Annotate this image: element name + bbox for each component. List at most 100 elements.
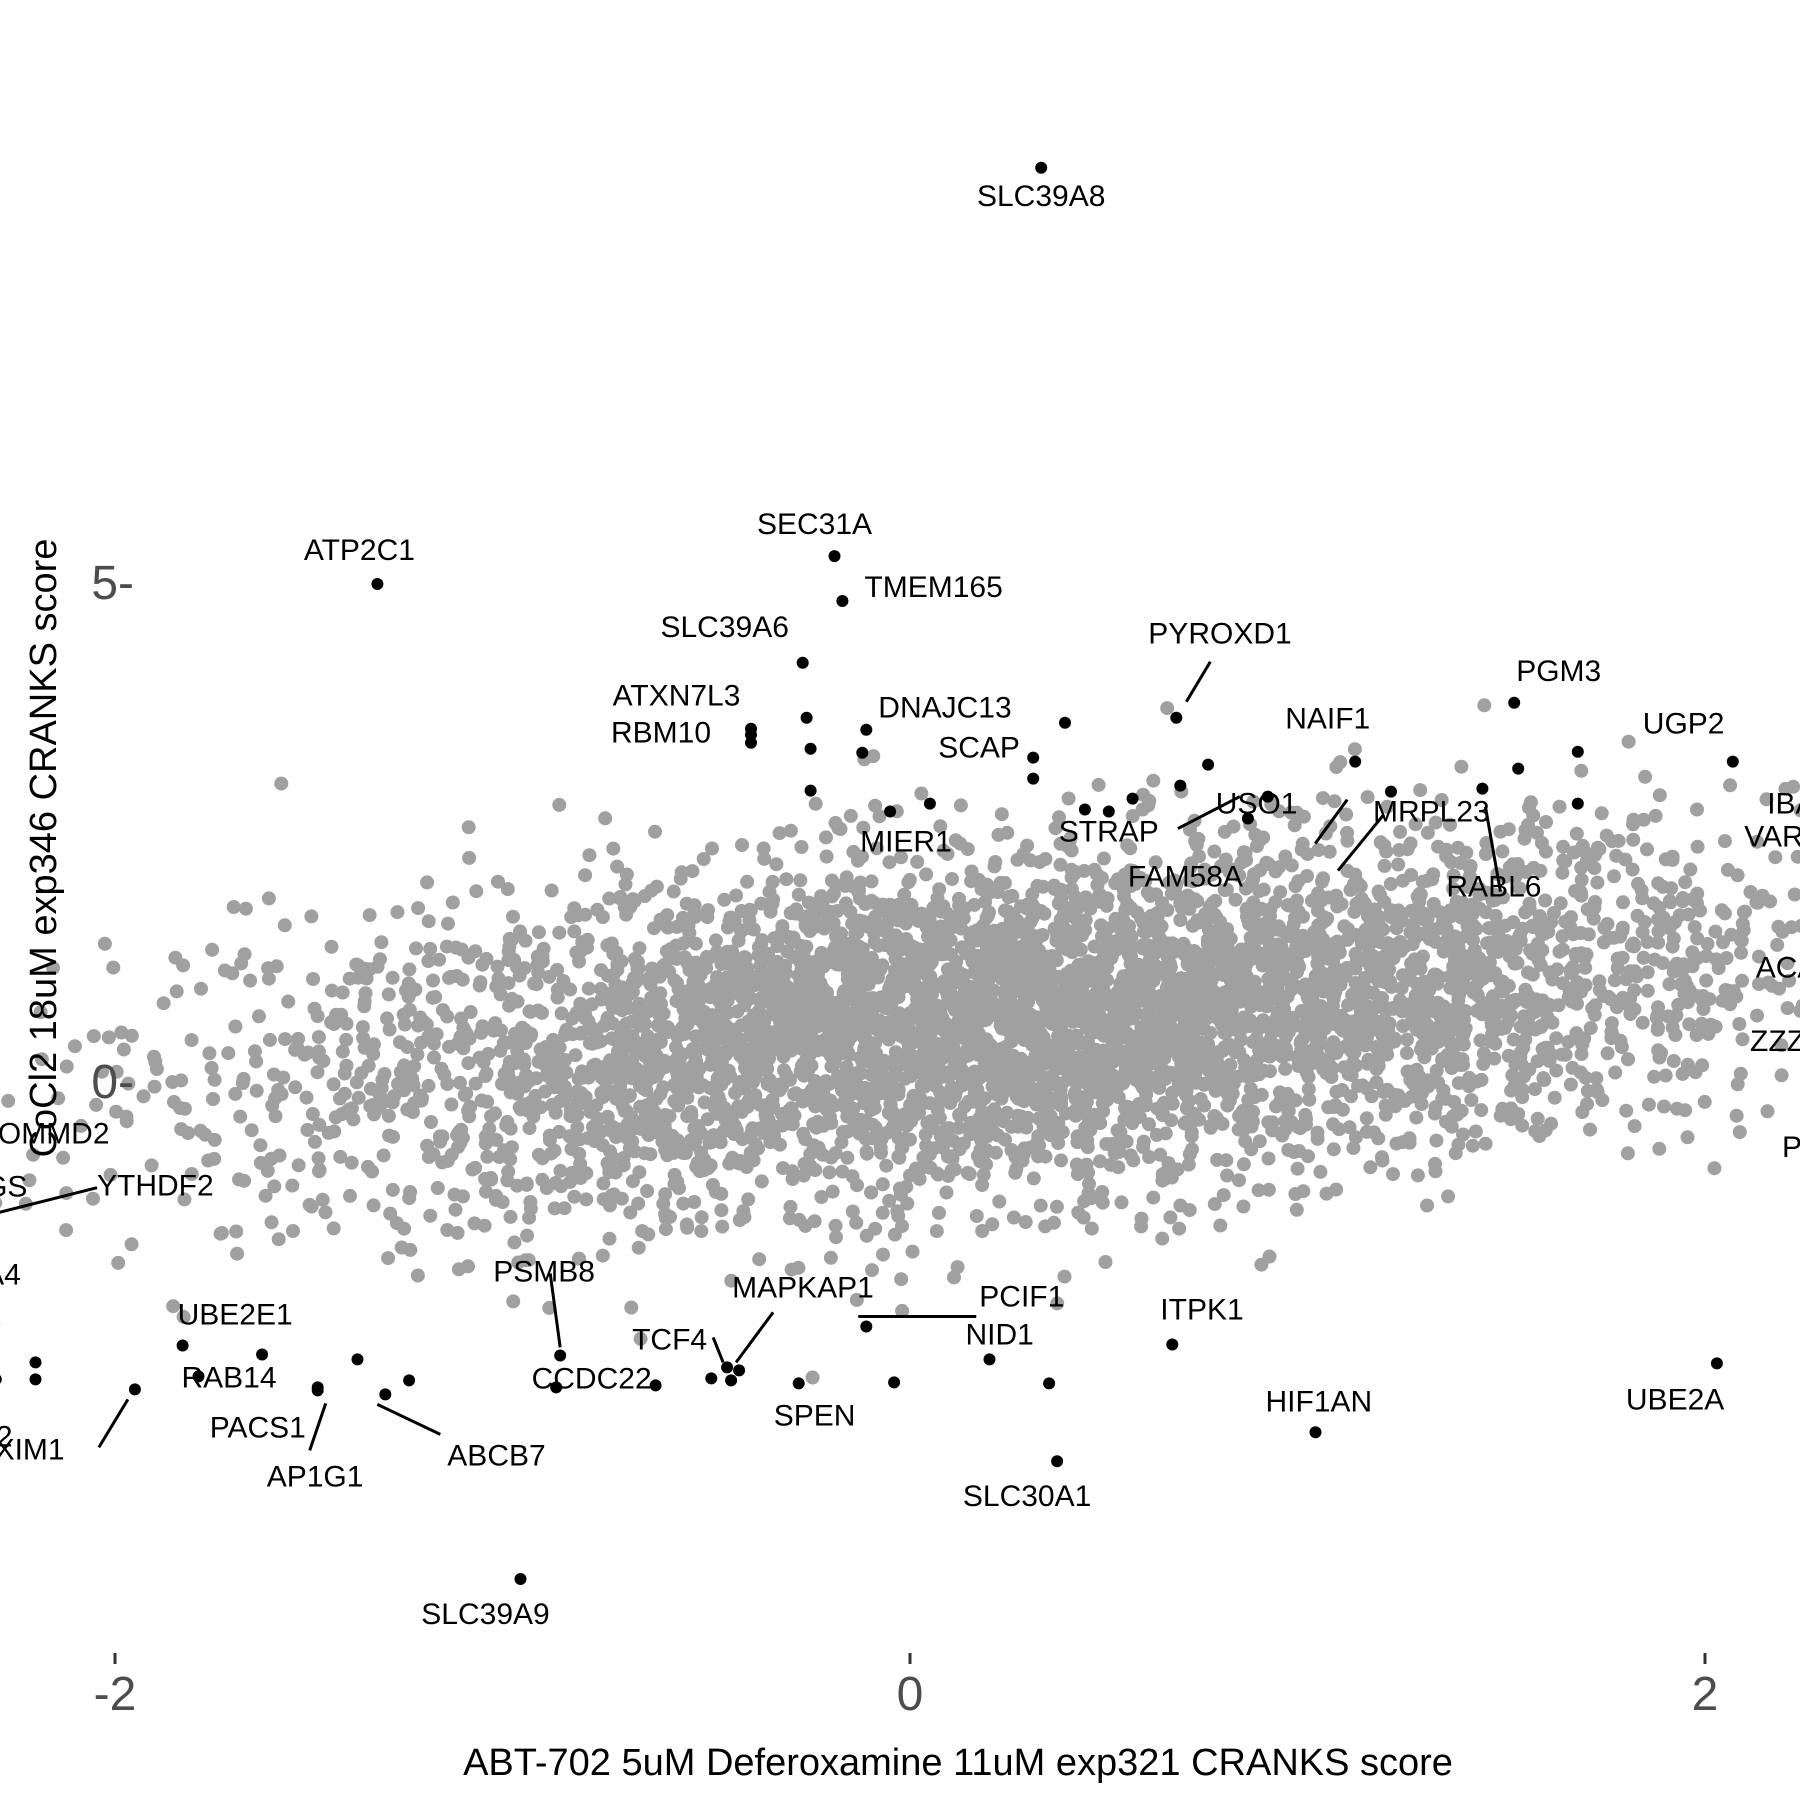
background-point	[1177, 986, 1192, 1001]
background-point	[954, 995, 969, 1010]
background-point	[868, 798, 883, 813]
background-point	[1172, 1221, 1187, 1236]
background-point	[1685, 892, 1700, 907]
background-point	[833, 822, 848, 836]
background-point	[900, 1196, 915, 1211]
background-point	[1478, 1136, 1493, 1151]
background-point	[402, 1191, 417, 1206]
background-point	[1574, 984, 1588, 999]
background-point	[861, 991, 876, 1006]
background-point	[1537, 997, 1552, 1011]
background-point	[1669, 1008, 1684, 1023]
background-point	[1016, 1069, 1031, 1084]
background-point	[206, 1092, 220, 1106]
background-point	[957, 901, 972, 916]
background-point	[1123, 879, 1138, 894]
background-point	[1099, 931, 1113, 946]
background-point	[778, 1004, 793, 1019]
background-point	[822, 914, 836, 929]
background-point	[226, 900, 241, 914]
background-point	[1512, 881, 1527, 896]
background-point	[1614, 1040, 1629, 1055]
background-point	[1420, 1198, 1435, 1213]
background-point	[970, 923, 985, 938]
background-point	[1428, 1164, 1443, 1179]
background-point	[975, 1224, 990, 1238]
background-point	[448, 1202, 463, 1217]
background-point	[1346, 1031, 1361, 1045]
background-point	[1673, 977, 1688, 992]
background-point	[1497, 1021, 1512, 1035]
background-point	[1164, 1113, 1179, 1128]
background-point	[1261, 1182, 1276, 1197]
background-point	[1143, 1041, 1158, 1056]
background-point	[666, 884, 681, 899]
background-point	[176, 1309, 191, 1324]
background-point	[1768, 850, 1783, 865]
background-point	[1716, 935, 1730, 950]
background-point	[1458, 980, 1473, 995]
background-point	[741, 1192, 756, 1207]
background-point	[1565, 994, 1579, 1009]
background-point	[461, 820, 476, 835]
background-point	[1251, 1183, 1266, 1198]
background-point	[1313, 1164, 1328, 1179]
background-point	[1173, 1198, 1188, 1213]
background-point	[1089, 867, 1104, 882]
background-point	[1569, 949, 1584, 964]
background-point	[1354, 891, 1369, 906]
background-point	[793, 873, 808, 888]
background-point	[1476, 1056, 1491, 1071]
background-point	[307, 1001, 322, 1016]
background-point	[1246, 1104, 1260, 1119]
background-point	[1035, 928, 1050, 942]
background-point	[366, 1198, 381, 1213]
background-point	[421, 1029, 436, 1044]
background-point	[1451, 1076, 1466, 1091]
background-point	[1685, 959, 1700, 974]
background-point	[1621, 734, 1636, 749]
background-point	[1018, 1215, 1033, 1229]
background-point	[1220, 1098, 1235, 1113]
background-point	[1059, 1106, 1073, 1121]
background-point	[1517, 1009, 1532, 1024]
background-point	[236, 1071, 251, 1086]
background-point	[1608, 1065, 1623, 1080]
background-point	[333, 1149, 348, 1164]
background-point	[1735, 973, 1749, 988]
background-point	[1254, 1087, 1269, 1102]
background-point	[739, 1160, 754, 1174]
background-point	[299, 1090, 314, 1105]
background-point	[1047, 878, 1062, 893]
background-point	[1610, 961, 1625, 975]
background-point	[34, 1052, 49, 1067]
background-point	[1367, 1001, 1382, 1016]
background-point	[1380, 799, 1395, 814]
background-point	[228, 1086, 243, 1101]
background-point	[595, 1248, 610, 1263]
background-point	[1575, 1105, 1590, 1120]
background-point	[530, 949, 545, 964]
background-point	[468, 1076, 483, 1091]
background-point	[694, 1210, 709, 1225]
background-point	[1682, 1017, 1697, 1032]
background-point	[204, 1061, 219, 1075]
background-point	[676, 936, 691, 951]
background-point	[1361, 952, 1376, 966]
background-point	[1547, 1090, 1562, 1105]
background-point	[1089, 991, 1104, 1006]
background-point	[919, 867, 934, 882]
background-point	[1220, 1168, 1235, 1183]
background-point	[207, 1072, 222, 1087]
background-point	[1095, 1185, 1110, 1199]
background-point	[381, 1108, 396, 1123]
background-point	[1326, 1142, 1341, 1157]
background-point	[861, 977, 876, 992]
background-point	[840, 1150, 855, 1165]
background-point	[714, 1186, 729, 1201]
background-point	[1627, 1002, 1642, 1017]
background-point	[754, 1174, 769, 1189]
background-point	[953, 798, 968, 813]
background-point	[237, 947, 252, 962]
background-point	[1609, 848, 1624, 863]
